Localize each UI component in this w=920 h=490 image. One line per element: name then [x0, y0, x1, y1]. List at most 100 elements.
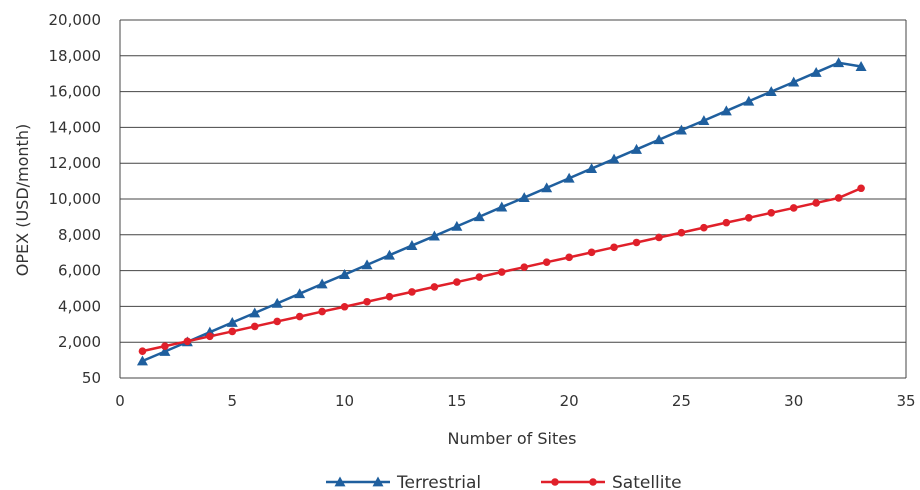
satellite-point	[812, 199, 820, 207]
terrestrial-point	[428, 230, 440, 241]
terrestrial-point	[563, 172, 575, 183]
satellite-point	[565, 253, 573, 262]
terrestrial-point	[720, 105, 732, 116]
satellite-point	[834, 194, 843, 202]
satellite-point	[228, 327, 237, 336]
x-tick-label: 25	[672, 392, 691, 410]
terrestrial-point	[586, 163, 598, 173]
y-tick-label: 4,000	[58, 297, 101, 315]
y-axis-title: OPEX (USD/month)	[13, 124, 32, 276]
satellite-point	[520, 263, 529, 271]
x-tick-label: 15	[447, 392, 466, 410]
terrestrial-point	[675, 124, 687, 135]
grid-lines	[120, 19, 906, 379]
satellite-point	[587, 248, 596, 257]
terrestrial-point	[541, 182, 553, 193]
terrestrial-point	[496, 201, 508, 212]
y-tick-label: 16,000	[49, 83, 102, 101]
satellite-point	[318, 307, 326, 316]
satellite-point	[340, 302, 349, 311]
satellite-point	[475, 273, 484, 281]
terrestrial-point	[339, 269, 351, 279]
legend-marker	[334, 476, 346, 487]
terrestrial-series	[136, 57, 867, 366]
terrestrial-point	[473, 211, 485, 222]
x-tick-label: 10	[335, 392, 354, 410]
terrestrial-point	[653, 134, 665, 145]
satellite-point	[632, 238, 641, 247]
terrestrial-point	[136, 355, 148, 366]
terrestrial-point	[855, 61, 867, 71]
terrestrial-point	[810, 66, 822, 77]
satellite-point	[273, 317, 282, 326]
legend-label: Satellite	[612, 473, 682, 490]
terrestrial-point	[631, 143, 643, 154]
y-tick-label: 14,000	[49, 118, 102, 136]
satellite-point	[789, 204, 798, 212]
y-tick-label: 50	[82, 369, 101, 387]
terrestrial-point	[788, 76, 800, 87]
terrestrial-point	[608, 153, 620, 164]
satellite-point	[430, 283, 439, 291]
x-tick-label: 5	[228, 392, 238, 410]
satellite-point	[677, 228, 686, 237]
x-axis-title: Number of Sites	[448, 429, 577, 448]
y-tick-label: 2,000	[58, 333, 101, 351]
y-tick-label: 10,000	[49, 190, 102, 208]
y-tick-label: 20,000	[49, 11, 102, 29]
legend-item-terrestrial: Terrestrial	[326, 473, 481, 490]
terrestrial-point	[294, 288, 306, 299]
satellite-point	[745, 213, 753, 222]
y-tick-label: 18,000	[49, 47, 102, 65]
satellite-point	[138, 347, 147, 355]
satellite-point	[250, 322, 259, 331]
x-tick-label: 0	[115, 392, 125, 410]
x-tick-labels: 0 5 10 15 20 25 30 35	[115, 392, 915, 410]
terrestrial-point	[249, 307, 261, 318]
legend-marker	[589, 478, 597, 486]
terrestrial-point	[518, 192, 530, 202]
satellite-point	[385, 292, 394, 301]
legend-marker	[372, 476, 384, 487]
y-tick-labels: 50 2,000 4,000 6,000 8,000 10,000 12,000 14,000…	[49, 11, 102, 387]
satellite-point	[408, 288, 416, 296]
satellite-point	[722, 218, 731, 227]
plot-frame	[119, 20, 907, 378]
y-tick-label: 6,000	[58, 262, 101, 280]
satellite-point	[610, 243, 618, 252]
terrestrial-point	[743, 95, 755, 106]
satellite-point	[700, 223, 708, 232]
satellite-point	[453, 278, 461, 286]
satellite-point	[363, 297, 371, 306]
y-tick-label: 12,000	[49, 154, 102, 172]
y-tick-label: 8,000	[58, 226, 101, 244]
satellite-point	[767, 208, 776, 217]
legend: Terrestrial Satellite	[326, 473, 682, 490]
legend-item-satellite: Satellite	[541, 473, 682, 490]
x-tick-label: 30	[784, 392, 803, 410]
x-tick-label: 35	[896, 392, 915, 410]
terrestrial-point	[833, 57, 845, 68]
terrestrial-point	[316, 278, 328, 289]
satellite-point	[295, 312, 304, 321]
satellite-point	[183, 337, 192, 346]
x-tick-label: 20	[560, 392, 579, 410]
terrestrial-point	[361, 259, 373, 270]
satellite-point	[161, 342, 169, 350]
terrestrial-point	[159, 346, 171, 356]
terrestrial-point	[226, 317, 238, 327]
satellite-point	[655, 233, 663, 242]
terrestrial-point	[383, 249, 395, 260]
terrestrial-point	[271, 297, 283, 308]
terrestrial-point	[765, 86, 777, 96]
satellite-point	[497, 268, 506, 276]
legend-marker	[551, 478, 559, 486]
series-group	[136, 57, 867, 366]
terrestrial-point	[406, 240, 418, 250]
terrestrial-point	[451, 220, 463, 231]
satellite-series	[138, 184, 865, 355]
terrestrial-point	[698, 115, 710, 125]
satellite-point	[542, 258, 551, 266]
legend-label: Terrestrial	[396, 473, 481, 490]
